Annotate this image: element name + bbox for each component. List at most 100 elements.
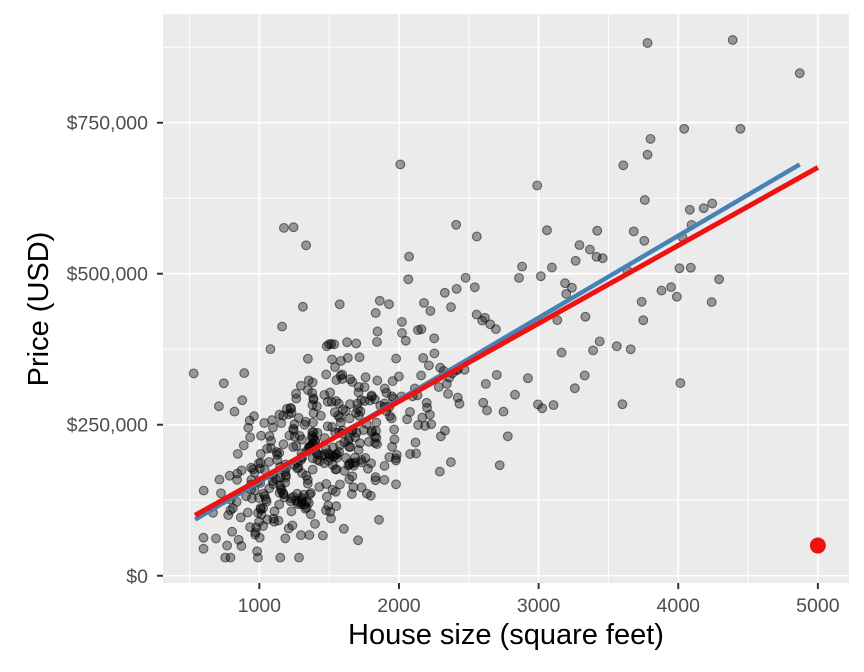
data-point <box>347 376 358 387</box>
data-point <box>301 240 312 251</box>
data-point <box>249 467 260 478</box>
data-point <box>429 348 440 359</box>
data-point <box>636 296 647 307</box>
data-point <box>258 521 269 531</box>
data-point <box>276 418 287 429</box>
data-point <box>379 474 390 485</box>
data-point <box>561 288 572 299</box>
data-point <box>278 439 289 450</box>
data-point <box>384 299 394 310</box>
data-point <box>451 219 462 230</box>
y-tick-label: $500,000 <box>67 264 148 286</box>
data-point <box>307 377 318 388</box>
data-point <box>297 434 307 445</box>
data-point <box>307 464 318 475</box>
data-point <box>706 297 717 308</box>
data-point <box>556 347 567 358</box>
data-point <box>400 335 411 346</box>
data-point <box>412 325 423 336</box>
data-point <box>679 123 690 134</box>
data-point <box>594 336 605 347</box>
data-point <box>253 507 263 518</box>
data-point <box>239 368 250 379</box>
data-point <box>325 387 336 398</box>
data-point <box>735 123 746 134</box>
data-point <box>471 231 482 242</box>
y-axis-title: Price (USD) <box>23 231 55 387</box>
data-point <box>254 493 265 503</box>
data-point <box>283 523 294 534</box>
x-tick-label: 3000 <box>517 595 561 617</box>
data-point <box>294 552 304 563</box>
data-point <box>356 395 367 406</box>
data-point <box>315 410 326 421</box>
data-point <box>535 271 546 282</box>
data-point <box>275 552 286 563</box>
data-point <box>419 297 429 308</box>
data-point <box>259 418 270 428</box>
data-point <box>471 309 482 320</box>
data-point <box>417 412 428 423</box>
data-point <box>295 380 306 391</box>
data-point <box>262 443 273 454</box>
data-point <box>675 378 686 389</box>
data-point <box>238 440 249 451</box>
data-point <box>322 421 333 432</box>
data-point <box>548 400 559 411</box>
data-point <box>425 305 436 316</box>
data-point <box>198 532 209 543</box>
data-point <box>223 510 234 521</box>
data-point <box>395 159 406 170</box>
data-point <box>337 374 348 384</box>
data-point <box>310 518 320 529</box>
data-point <box>356 454 367 465</box>
data-point <box>317 530 328 541</box>
data-point <box>338 523 349 534</box>
data-point <box>214 474 225 485</box>
data-point <box>405 407 415 417</box>
data-point <box>351 338 362 349</box>
data-point <box>482 405 492 416</box>
data-point <box>566 282 577 293</box>
data-point <box>308 408 319 418</box>
data-point <box>372 375 383 386</box>
data-point <box>542 225 552 236</box>
data-point <box>413 420 424 430</box>
data-point <box>344 413 355 424</box>
data-point <box>314 456 325 467</box>
data-point <box>245 432 256 443</box>
data-point <box>480 378 491 389</box>
data-point <box>477 315 488 326</box>
data-point <box>639 235 650 246</box>
data-point <box>434 466 445 477</box>
data-point <box>367 425 377 436</box>
data-point <box>389 434 400 445</box>
data-point <box>352 404 363 415</box>
data-point <box>271 446 282 457</box>
data-point <box>330 464 341 475</box>
data-point <box>584 244 595 255</box>
data-point <box>491 369 502 380</box>
data-point <box>451 283 462 294</box>
data-point <box>435 431 446 442</box>
data-point <box>292 488 303 499</box>
data-point <box>387 441 398 452</box>
data-point <box>514 272 524 283</box>
data-point <box>574 240 585 251</box>
data-point <box>314 481 325 492</box>
regression-line-with-outlier <box>193 165 820 518</box>
data-point <box>674 263 685 274</box>
data-point <box>278 222 289 233</box>
data-point <box>354 352 365 363</box>
data-point <box>403 274 414 285</box>
data-point <box>410 437 421 448</box>
data-point <box>356 482 367 493</box>
data-point <box>510 389 520 400</box>
x-axis-title: House size (square feet) <box>348 619 664 651</box>
data-point <box>269 506 280 517</box>
data-point <box>469 282 480 293</box>
data-point <box>365 490 376 501</box>
data-point <box>236 541 247 551</box>
data-point <box>335 417 346 428</box>
data-point <box>291 441 302 451</box>
